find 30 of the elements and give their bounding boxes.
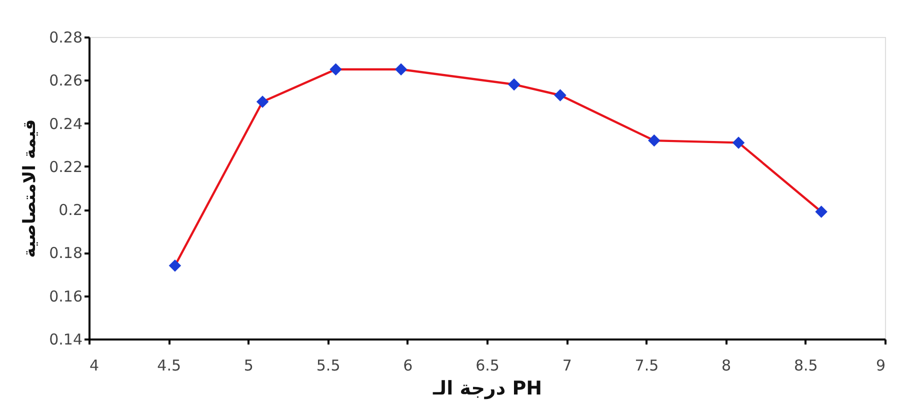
- point: [732, 136, 745, 149]
- x-tick-label: 7: [562, 356, 572, 374]
- y-tick-label: 0.24: [49, 114, 82, 133]
- x-tick-label: 7.5: [634, 356, 659, 374]
- x-tick-label: 4: [90, 356, 100, 374]
- point: [815, 206, 828, 218]
- x-tick-label: 6: [403, 356, 413, 374]
- point: [648, 134, 660, 147]
- y-axis-title: قيمة الامتصاصية: [20, 119, 40, 258]
- x-tick-label: 5.5: [316, 356, 340, 374]
- x-tick-label: 8.5: [794, 356, 818, 374]
- x-axis-title: درجة الـ PH: [432, 378, 542, 400]
- x-tick-label: 4.5: [157, 356, 182, 374]
- x-tick-label: 5: [244, 356, 254, 374]
- x-tick-label: 6.5: [476, 356, 500, 374]
- point: [508, 78, 520, 91]
- y-tick-label: 0.18: [49, 244, 82, 262]
- y-tick-label: 0.28: [49, 28, 82, 46]
- y-tick-label: 0.22: [49, 158, 82, 176]
- point: [168, 260, 182, 272]
- x-tick-label: 8: [722, 356, 732, 374]
- y-tick-label: 0.2: [58, 201, 82, 220]
- point: [394, 63, 408, 76]
- y-tick-label: 0.14: [49, 330, 82, 348]
- y-tick-label: 0.16: [49, 287, 82, 306]
- x-tick-label: 9: [876, 356, 886, 374]
- point: [554, 89, 566, 102]
- point: [330, 63, 342, 76]
- point: [256, 96, 269, 108]
- y-tick-label: 0.26: [49, 72, 82, 90]
